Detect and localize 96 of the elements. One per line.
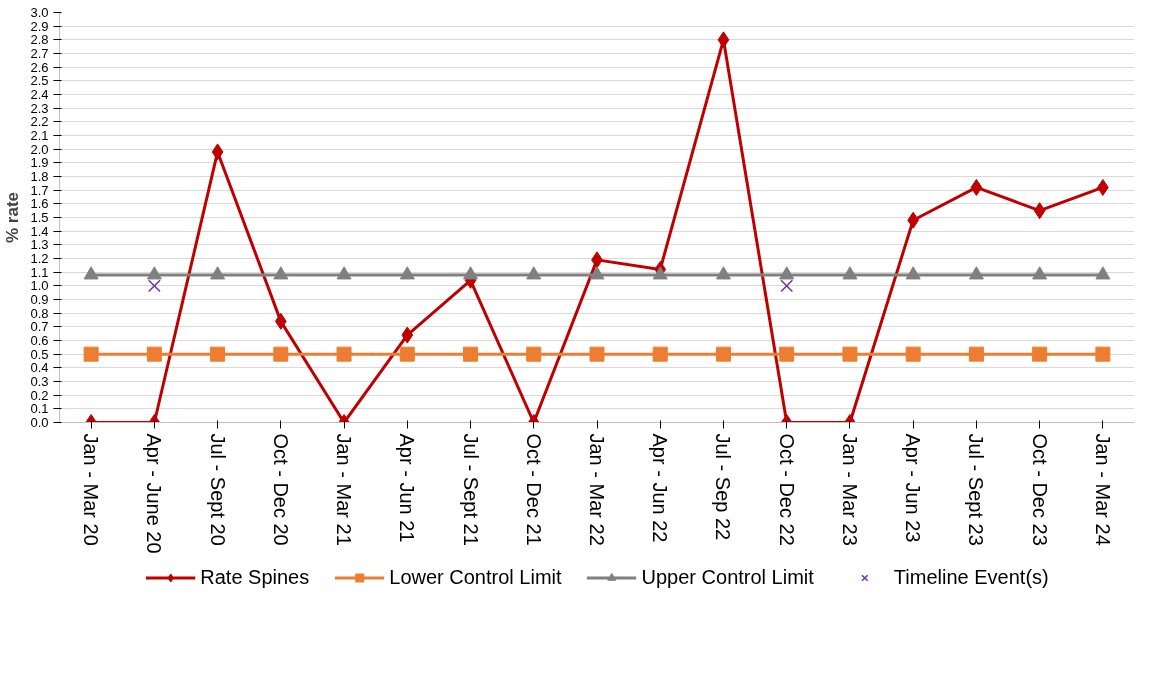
point: [274, 312, 287, 330]
point: [589, 346, 605, 362]
point: [463, 266, 479, 280]
legend-label: Timeline Event(s): [893, 565, 1049, 589]
point: [780, 279, 794, 293]
x-tick-label: Jul - Sept 20: [206, 433, 229, 546]
x-tick-label: Jul - Sept 21: [459, 433, 482, 546]
x-tick-label: Jan - Mar 21: [333, 433, 356, 546]
x-tick-label: Oct - Dec 21: [522, 433, 545, 546]
y-tick-label: 1.9: [30, 155, 49, 171]
y-tick-label: 1.3: [30, 237, 49, 253]
point: [83, 346, 99, 362]
legend-label: Lower Control Limit: [389, 565, 562, 589]
point: [1032, 346, 1048, 362]
y-tick-label: 2.8: [30, 32, 49, 48]
point: [652, 266, 668, 280]
x-tick-label: Jul - Sep 22: [712, 433, 735, 541]
point: [147, 279, 161, 293]
x-tick-label: Apr - Jun 21: [396, 433, 419, 543]
y-tick-label: 2.5: [30, 73, 49, 89]
point: [210, 346, 226, 362]
y-tick-label: 2.7: [30, 46, 49, 61]
point: [526, 346, 542, 362]
y-tick-label: 0.4: [30, 360, 49, 376]
x-tick-label: Apr - Jun 23: [902, 433, 925, 543]
point: [463, 346, 479, 362]
point: [1033, 202, 1046, 220]
point: [336, 346, 352, 362]
x-tick-label: Jul - Sept 23: [965, 433, 988, 546]
point: [1095, 346, 1111, 362]
y-tick-label: 0.2: [30, 387, 49, 403]
point: [146, 346, 162, 362]
point: [779, 266, 795, 280]
y-tick-label: 0.6: [30, 333, 49, 348]
y-tick-label: 2.1: [30, 128, 49, 143]
y-tick-label: 3.0: [30, 5, 49, 20]
x-tick-label: Jan - Mar 22: [586, 433, 608, 546]
x-tick-label: Oct - Dec 20: [269, 433, 292, 546]
point: [399, 266, 415, 280]
point: [273, 346, 289, 362]
y-tick-label: 1.8: [30, 169, 49, 184]
x-tick-label: Apr - Jun 22: [649, 433, 672, 543]
point: [589, 266, 605, 280]
x-tick-label: Oct - Dec 22: [775, 433, 798, 546]
y-tick-label: 2.0: [30, 141, 49, 157]
y-tick-label: 2.3: [30, 100, 49, 116]
x-tick-label: Jan - Mar 23: [838, 433, 861, 546]
point: [715, 266, 731, 280]
point: [717, 31, 730, 49]
y-tick-label: 2.2: [30, 114, 49, 130]
point: [1095, 266, 1111, 280]
y-tick-label: 2.6: [30, 59, 49, 75]
y-tick-label: 1.4: [30, 223, 49, 239]
point: [399, 346, 415, 362]
point: [968, 346, 984, 362]
point: [401, 326, 414, 344]
point: [83, 266, 99, 280]
point: [970, 178, 983, 196]
y-tick-label: 2.4: [30, 87, 49, 102]
y-tick-label: 1.2: [30, 251, 49, 266]
y-tick-label: 2.9: [30, 18, 49, 34]
point: [526, 266, 542, 280]
y-tick-label: 1.5: [30, 210, 49, 225]
y-tick-label: 0.7: [30, 319, 49, 335]
point: [907, 211, 920, 229]
legend-label: Upper Control Limit: [641, 565, 814, 589]
point: [842, 346, 858, 362]
point: [336, 266, 352, 280]
point: [842, 266, 858, 280]
y-tick-label: 0.1: [30, 401, 49, 417]
x-tick-label: Apr - June 20: [143, 433, 166, 554]
point: [779, 346, 795, 362]
point: [1032, 266, 1048, 280]
y-axis-title: % rate: [3, 191, 23, 244]
y-tick-label: 1.6: [30, 196, 49, 212]
y-tick-label: 0.8: [30, 305, 49, 321]
point: [146, 266, 162, 280]
y-tick-label: 0.5: [30, 346, 49, 362]
point: [652, 346, 668, 362]
point: [211, 143, 224, 161]
point: [968, 266, 984, 280]
point: [715, 346, 731, 362]
y-tick-label: 0.3: [30, 374, 49, 389]
y-tick-label: 0.0: [30, 415, 49, 430]
point: [210, 266, 226, 280]
y-tick-label: 1.7: [30, 182, 49, 198]
y-tick-label: 1.1: [30, 264, 49, 280]
x-tick-label: Oct - Dec 23: [1028, 433, 1051, 546]
y-tick-label: 0.9: [30, 292, 49, 307]
point: [905, 346, 921, 362]
point: [905, 266, 921, 280]
point: [273, 266, 289, 280]
y-tick-label: 1.0: [30, 278, 49, 294]
legend-label: Rate Spines: [200, 565, 310, 589]
x-tick-label: Jan - Mar 20: [80, 433, 103, 546]
x-tick-label: Jan - Mar 24: [1091, 433, 1114, 546]
